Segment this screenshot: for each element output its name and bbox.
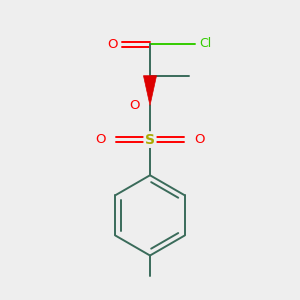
Text: S: S <box>145 133 155 147</box>
Text: O: O <box>95 133 106 146</box>
Text: O: O <box>107 38 117 51</box>
Polygon shape <box>143 76 157 105</box>
Text: Cl: Cl <box>199 38 211 50</box>
Text: O: O <box>129 99 140 112</box>
Text: O: O <box>194 133 205 146</box>
